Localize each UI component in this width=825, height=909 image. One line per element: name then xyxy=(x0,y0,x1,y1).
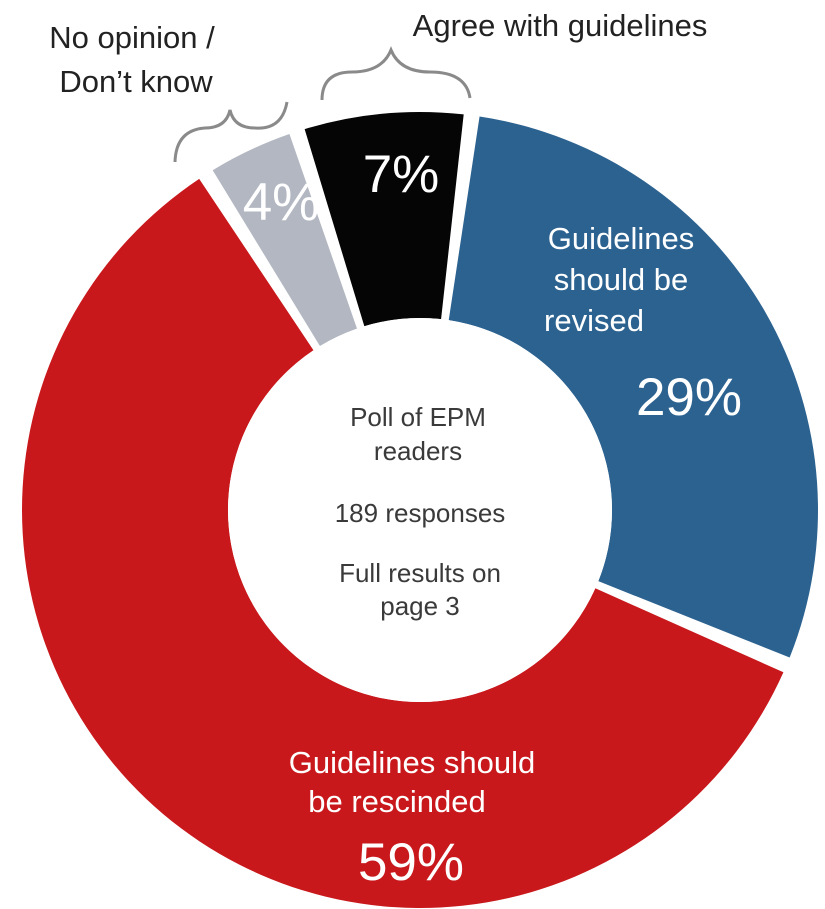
slice-guidelines-should-be-revised xyxy=(448,116,819,658)
center-poll-line2: readers xyxy=(374,436,462,466)
slice-guidelines-should-be-rescinded xyxy=(22,178,784,908)
no-opinion-label-line1: No opinion / xyxy=(49,20,215,55)
no-opinion-value-label: 4% xyxy=(243,173,320,232)
center-results-line2: page 3 xyxy=(380,591,460,621)
agree-value-label: 7% xyxy=(363,145,440,204)
revised-label-line1: Guidelines xyxy=(548,221,694,256)
revised-label-line3: revised xyxy=(544,303,644,338)
center-poll-line1: Poll of EPM xyxy=(350,402,486,432)
revised-label-line2: should be xyxy=(554,262,688,297)
agree-label: Agree with guidelines xyxy=(413,8,708,43)
rescinded-label-line1: Guidelines should xyxy=(289,745,535,780)
donut-hole xyxy=(228,318,612,702)
no-opinion-brace xyxy=(173,101,289,163)
slice-no-opinion-don-t-know xyxy=(212,134,358,347)
center-results-line1: Full results on xyxy=(339,558,501,588)
center-responses: 189 responses xyxy=(335,498,506,528)
donut-slices xyxy=(22,112,819,908)
slice-agree-with-guidelines xyxy=(304,112,464,327)
revised-value-label: 29% xyxy=(636,368,742,427)
no-opinion-label-line2: Don’t know xyxy=(59,64,213,99)
agree-brace xyxy=(320,46,472,101)
rescinded-value-label: 59% xyxy=(358,833,464,892)
rescinded-label-line2: be rescinded xyxy=(308,784,486,819)
